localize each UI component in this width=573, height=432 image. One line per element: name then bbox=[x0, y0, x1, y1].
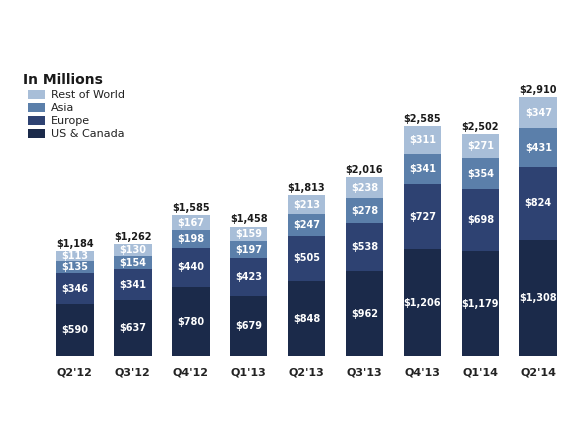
Bar bbox=[172, 230, 210, 248]
Bar bbox=[172, 287, 210, 356]
Bar bbox=[230, 296, 268, 356]
Bar bbox=[288, 236, 325, 281]
Text: $159: $159 bbox=[235, 229, 262, 239]
Text: $698: $698 bbox=[467, 216, 494, 226]
Bar bbox=[172, 216, 210, 230]
Text: $2,585: $2,585 bbox=[403, 114, 441, 124]
Bar bbox=[56, 304, 93, 356]
Text: $271: $271 bbox=[467, 141, 494, 151]
Text: $2,016: $2,016 bbox=[346, 165, 383, 175]
Text: $197: $197 bbox=[235, 245, 262, 254]
Text: $1,262: $1,262 bbox=[114, 232, 151, 242]
Bar bbox=[403, 184, 441, 249]
Text: $637: $637 bbox=[119, 323, 146, 333]
Text: $824: $824 bbox=[525, 198, 552, 208]
Text: $198: $198 bbox=[177, 234, 204, 244]
Text: Q1'14: Q1'14 bbox=[462, 368, 499, 378]
Bar bbox=[403, 127, 441, 154]
Text: facebook.: facebook. bbox=[473, 406, 564, 424]
Text: $962: $962 bbox=[351, 308, 378, 319]
Bar bbox=[288, 195, 325, 214]
Text: $135: $135 bbox=[61, 262, 88, 272]
Text: $278: $278 bbox=[351, 206, 378, 216]
Text: $538: $538 bbox=[351, 242, 378, 252]
Bar bbox=[346, 271, 383, 356]
Text: $1,813: $1,813 bbox=[288, 183, 325, 193]
Text: $1,585: $1,585 bbox=[172, 203, 210, 213]
Bar bbox=[461, 189, 499, 251]
Text: $247: $247 bbox=[293, 220, 320, 230]
Bar bbox=[288, 281, 325, 356]
Text: $2,502: $2,502 bbox=[462, 121, 499, 132]
Text: $154: $154 bbox=[119, 257, 146, 267]
Bar bbox=[230, 258, 268, 296]
Bar bbox=[346, 223, 383, 271]
Bar bbox=[520, 240, 557, 356]
Text: Q2'14: Q2'14 bbox=[520, 368, 556, 378]
Text: $2,910: $2,910 bbox=[520, 85, 557, 95]
Text: Q2'12: Q2'12 bbox=[57, 368, 93, 378]
Text: $347: $347 bbox=[525, 108, 552, 118]
Text: $130: $130 bbox=[119, 245, 146, 255]
Text: $354: $354 bbox=[467, 168, 494, 179]
Bar bbox=[461, 251, 499, 356]
Text: $1,206: $1,206 bbox=[403, 298, 441, 308]
Text: $431: $431 bbox=[525, 143, 552, 152]
Text: $679: $679 bbox=[235, 321, 262, 331]
Text: Revenue by User Geography: Revenue by User Geography bbox=[14, 14, 460, 42]
Text: $213: $213 bbox=[293, 200, 320, 210]
Bar bbox=[403, 249, 441, 356]
Bar bbox=[520, 128, 557, 167]
Text: $1,458: $1,458 bbox=[230, 214, 268, 225]
Text: $167: $167 bbox=[177, 218, 204, 228]
Bar bbox=[114, 270, 152, 300]
Text: $590: $590 bbox=[61, 325, 88, 335]
Text: $341: $341 bbox=[119, 280, 146, 289]
Bar bbox=[172, 248, 210, 287]
Bar bbox=[114, 256, 152, 270]
Text: Q3'12: Q3'12 bbox=[115, 368, 151, 378]
Text: Q4'12: Q4'12 bbox=[172, 368, 209, 378]
Text: $113: $113 bbox=[61, 251, 88, 261]
Legend: Rest of World, Asia, Europe, US & Canada: Rest of World, Asia, Europe, US & Canada bbox=[29, 90, 125, 139]
Text: $423: $423 bbox=[235, 272, 262, 282]
Bar bbox=[288, 214, 325, 236]
Text: $311: $311 bbox=[409, 135, 436, 145]
Text: $505: $505 bbox=[293, 254, 320, 264]
Text: $1,308: $1,308 bbox=[520, 293, 557, 303]
Text: Q2'13: Q2'13 bbox=[289, 368, 324, 378]
Text: Q3'13: Q3'13 bbox=[347, 368, 382, 378]
Bar bbox=[114, 300, 152, 356]
Bar bbox=[230, 227, 268, 241]
Text: $238: $238 bbox=[351, 183, 378, 193]
Text: Q4'13: Q4'13 bbox=[405, 368, 441, 378]
Text: $1,179: $1,179 bbox=[462, 299, 499, 309]
Bar bbox=[346, 177, 383, 198]
Text: Q1'13: Q1'13 bbox=[231, 368, 266, 378]
Bar bbox=[520, 98, 557, 128]
Bar bbox=[56, 251, 93, 261]
Bar bbox=[346, 198, 383, 223]
Bar bbox=[56, 261, 93, 273]
Bar bbox=[461, 158, 499, 189]
Text: $848: $848 bbox=[293, 314, 320, 324]
Bar bbox=[56, 273, 93, 304]
Text: $440: $440 bbox=[177, 262, 204, 273]
Text: $727: $727 bbox=[409, 212, 436, 222]
Text: $1,184: $1,184 bbox=[56, 239, 93, 249]
Bar bbox=[230, 241, 268, 258]
Bar bbox=[461, 134, 499, 158]
Bar bbox=[520, 167, 557, 240]
Text: $346: $346 bbox=[61, 283, 88, 293]
Text: In Millions: In Millions bbox=[23, 73, 103, 87]
Text: Revenue by user geography is geographically apportioned based on our estimation : Revenue by user geography is geographica… bbox=[9, 397, 566, 407]
Text: $341: $341 bbox=[409, 164, 436, 174]
Bar bbox=[403, 154, 441, 184]
Text: $780: $780 bbox=[177, 317, 204, 327]
Bar bbox=[114, 244, 152, 256]
